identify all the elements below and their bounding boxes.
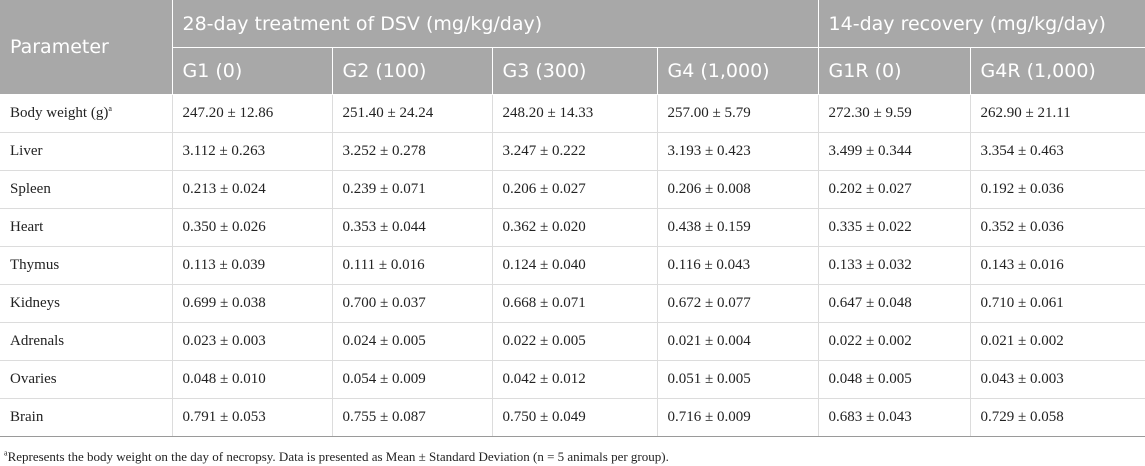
value-cell: 0.043 ± 0.003	[970, 360, 1145, 399]
value-cell: 0.239 ± 0.071	[332, 170, 493, 209]
value-cell: 0.683 ± 0.043	[818, 398, 971, 437]
parameter-label: Thymus	[10, 257, 60, 273]
header-group-recovery: 14-day recovery (mg/kg/day)	[818, 0, 1145, 48]
footnote-ref: a	[108, 104, 112, 113]
value-cell: 0.206 ± 0.008	[657, 170, 819, 209]
table-row: Ovaries 0.048 ± 0.010 0.054 ± 0.009 0.042 ±…	[0, 360, 1145, 399]
table-footnote: aRepresents the body weight on the day o…	[4, 449, 669, 465]
value-cell: 0.054 ± 0.009	[332, 360, 493, 399]
table-row: Heart 0.350 ± 0.026 0.353 ± 0.044 0.362 ± 0…	[0, 208, 1145, 247]
column-header: G4 (1,000)	[657, 47, 819, 95]
value-cell: 248.20 ± 14.33	[492, 94, 658, 133]
table-row: Liver 3.112 ± 0.263 3.252 ± 0.278 3.247 ± 0…	[0, 132, 1145, 171]
value-cell: 257.00 ± 5.79	[657, 94, 819, 133]
parameter-cell: Kidneys	[0, 284, 173, 323]
value-cell: 0.051 ± 0.005	[657, 360, 819, 399]
parameter-label: Body weight (g)	[10, 105, 109, 121]
parameter-cell: Body weight (g)a	[0, 94, 173, 133]
table-row: Kidneys 0.699 ± 0.038 0.700 ± 0.037 0.668 ±…	[0, 284, 1145, 323]
value-cell: 0.716 ± 0.009	[657, 398, 819, 437]
value-cell: 0.362 ± 0.020	[492, 208, 658, 247]
value-cell: 0.438 ± 0.159	[657, 208, 819, 247]
value-cell: 0.353 ± 0.044	[332, 208, 493, 247]
value-cell: 0.133 ± 0.032	[818, 246, 971, 285]
column-header: G1R (0)	[818, 47, 971, 95]
value-cell: 0.352 ± 0.036	[970, 208, 1145, 247]
value-cell: 0.143 ± 0.016	[970, 246, 1145, 285]
parameter-cell: Brain	[0, 398, 173, 437]
value-cell: 0.048 ± 0.010	[172, 360, 333, 399]
value-cell: 0.048 ± 0.005	[818, 360, 971, 399]
parameter-label: Brain	[10, 409, 44, 425]
value-cell: 0.021 ± 0.002	[970, 322, 1145, 361]
value-cell: 3.247 ± 0.222	[492, 132, 658, 171]
value-cell: 0.710 ± 0.061	[970, 284, 1145, 323]
value-cell: 272.30 ± 9.59	[818, 94, 971, 133]
table-row: Body weight (g)a 247.20 ± 12.86 251.40 ± 2…	[0, 94, 1145, 133]
table-row: Brain 0.791 ± 0.053 0.755 ± 0.087 0.750 ± 0…	[0, 398, 1145, 437]
organ-weight-table: Parameter 28-day treatment of DSV (mg/kg…	[0, 0, 1145, 437]
header-parameter: Parameter	[0, 0, 173, 95]
column-header: G1 (0)	[172, 47, 333, 95]
value-cell: 0.791 ± 0.053	[172, 398, 333, 437]
value-cell: 0.699 ± 0.038	[172, 284, 333, 323]
parameter-cell: Ovaries	[0, 360, 173, 399]
value-cell: 0.672 ± 0.077	[657, 284, 819, 323]
value-cell: 0.022 ± 0.002	[818, 322, 971, 361]
parameter-cell: Spleen	[0, 170, 173, 209]
value-cell: 3.112 ± 0.263	[172, 132, 333, 171]
value-cell: 0.024 ± 0.005	[332, 322, 493, 361]
value-cell: 0.350 ± 0.026	[172, 208, 333, 247]
value-cell: 0.022 ± 0.005	[492, 322, 658, 361]
value-cell: 0.206 ± 0.027	[492, 170, 658, 209]
table-row: Spleen 0.213 ± 0.024 0.239 ± 0.071 0.206 ± …	[0, 170, 1145, 209]
footnote-text: Represents the body weight on the day of…	[7, 449, 669, 464]
value-cell: 262.90 ± 21.11	[970, 94, 1145, 133]
value-cell: 3.354 ± 0.463	[970, 132, 1145, 171]
parameter-cell: Thymus	[0, 246, 173, 285]
value-cell: 3.252 ± 0.278	[332, 132, 493, 171]
column-header: G2 (100)	[332, 47, 493, 95]
column-header: G3 (300)	[492, 47, 658, 95]
parameter-label: Adrenals	[10, 333, 65, 349]
value-cell: 0.700 ± 0.037	[332, 284, 493, 323]
parameter-cell: Heart	[0, 208, 173, 247]
value-cell: 0.192 ± 0.036	[970, 170, 1145, 209]
parameter-cell: Liver	[0, 132, 173, 171]
footnote-marker: a	[4, 448, 8, 458]
parameter-label: Ovaries	[10, 371, 57, 387]
value-cell: 0.647 ± 0.048	[818, 284, 971, 323]
parameter-label: Liver	[10, 143, 43, 159]
value-cell: 0.124 ± 0.040	[492, 246, 658, 285]
value-cell: 0.213 ± 0.024	[172, 170, 333, 209]
value-cell: 0.116 ± 0.043	[657, 246, 819, 285]
value-cell: 0.729 ± 0.058	[970, 398, 1145, 437]
parameter-label: Kidneys	[10, 295, 60, 311]
value-cell: 247.20 ± 12.86	[172, 94, 333, 133]
parameter-label: Spleen	[10, 181, 51, 197]
value-cell: 0.202 ± 0.027	[818, 170, 971, 209]
value-cell: 0.021 ± 0.004	[657, 322, 819, 361]
table-body: Body weight (g)a 247.20 ± 12.86 251.40 ± 2…	[0, 94, 1145, 437]
value-cell: 0.750 ± 0.049	[492, 398, 658, 437]
column-header: G4R (1,000)	[970, 47, 1145, 95]
value-cell: 3.193 ± 0.423	[657, 132, 819, 171]
table-row: Adrenals 0.023 ± 0.003 0.024 ± 0.005 0.022 …	[0, 322, 1145, 361]
header-group-treatment: 28-day treatment of DSV (mg/kg/day)	[172, 0, 819, 48]
value-cell: 0.042 ± 0.012	[492, 360, 658, 399]
parameter-cell: Adrenals	[0, 322, 173, 361]
parameter-label: Heart	[10, 219, 44, 235]
value-cell: 0.113 ± 0.039	[172, 246, 333, 285]
value-cell: 251.40 ± 24.24	[332, 94, 493, 133]
value-cell: 0.668 ± 0.071	[492, 284, 658, 323]
value-cell: 3.499 ± 0.344	[818, 132, 971, 171]
value-cell: 0.023 ± 0.003	[172, 322, 333, 361]
table-row: Thymus 0.113 ± 0.039 0.111 ± 0.016 0.124 ± …	[0, 246, 1145, 285]
value-cell: 0.111 ± 0.016	[332, 246, 493, 285]
value-cell: 0.755 ± 0.087	[332, 398, 493, 437]
value-cell: 0.335 ± 0.022	[818, 208, 971, 247]
